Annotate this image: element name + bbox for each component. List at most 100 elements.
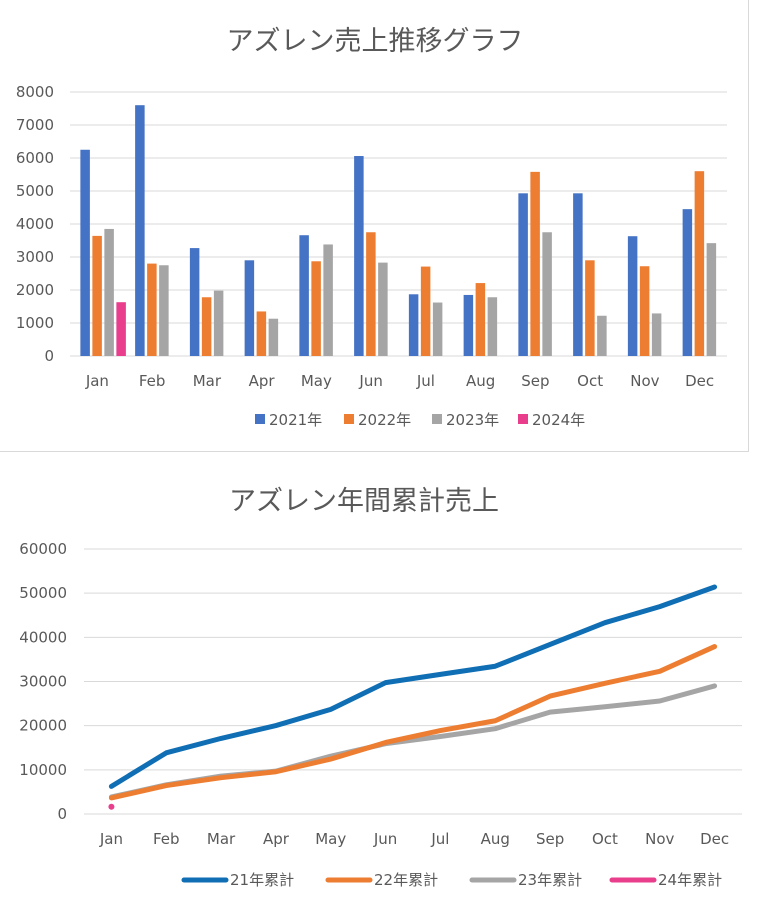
bar-2023年-Feb: [159, 265, 169, 356]
bar-2022年-Apr: [256, 311, 267, 356]
bar-2023年-Nov: [651, 313, 662, 356]
bar-2022年-Jun: [366, 232, 376, 356]
bar-2021年-Apr: [244, 260, 255, 356]
bar-2021年-Feb: [135, 105, 145, 356]
sales-trend-bar-chart: アズレン売上推移グラフ 0 1000 2000 3000 4000 5000 6000 700…: [16, 26, 727, 429]
y-tick-label: 30000: [19, 673, 67, 691]
legend-label: 24年累計: [658, 871, 722, 889]
bar-2021年-Jul: [408, 294, 419, 356]
y-tick-label: 10000: [19, 761, 67, 779]
x-tick-label: Apr: [263, 830, 290, 848]
bar-2023年-Mar: [213, 290, 224, 356]
x-tick-label: Feb: [153, 830, 180, 848]
x-tick-label: Sep: [536, 830, 564, 848]
x-tick-label: May: [301, 372, 332, 390]
y-tick-label: 7000: [16, 116, 54, 134]
x-tick-label: May: [315, 830, 346, 848]
x-tick-label: Jun: [358, 372, 382, 390]
x-tick-label: Nov: [645, 830, 674, 848]
y-tick-label: 3000: [16, 248, 54, 266]
x-tick-label: Dec: [685, 372, 714, 390]
bar-2022年-May: [311, 261, 321, 356]
chart-title: アズレン売上推移グラフ: [227, 26, 524, 57]
legend-label: 23年累計: [518, 871, 582, 889]
legend-label: 2023年: [446, 411, 499, 429]
legend-item: 21年累計: [181, 871, 294, 889]
bar-2021年-Jun: [354, 156, 364, 356]
x-tick-label: Jul: [416, 372, 435, 390]
legend-label: 2022年: [358, 411, 411, 429]
sales-trend-chart-panel: アズレン売上推移グラフ 0 1000 2000 3000 4000 5000 6000 700…: [0, 0, 749, 452]
bar-2022年-Dec: [694, 171, 705, 356]
bar-2023年-Apr: [268, 318, 279, 356]
legend-item: 2024年: [518, 411, 585, 429]
y-tick-label: 50000: [19, 584, 67, 602]
bar-2021年-Oct: [573, 193, 583, 356]
bar-2023年-Sep: [542, 232, 552, 356]
bar-2021年-Dec: [682, 209, 693, 356]
bar-2021年-Aug: [463, 294, 474, 356]
legend-item: 2023年: [432, 411, 499, 429]
bar-2023年-Jan: [104, 228, 114, 356]
legend-swatch: [344, 414, 354, 424]
cumulative-sales-chart-panel: アズレン年間累計売上 0 10000 20000 30000 40000 50000 600…: [0, 452, 765, 909]
x-tick-label: Sep: [521, 372, 549, 390]
series-line-22年累計: [108, 644, 718, 801]
y-tick-label: 40000: [19, 628, 67, 646]
bar-2023年-Aug: [487, 297, 498, 356]
y-tick-label: 20000: [19, 717, 67, 735]
legend-swatch: [518, 414, 528, 424]
chart-title: アズレン年間累計売上: [229, 486, 499, 517]
legend-swatch: [432, 414, 442, 424]
bar-2021年-Nov: [627, 236, 638, 356]
x-tick-label: Jan: [99, 830, 123, 848]
bar-2023年-Jul: [432, 302, 443, 356]
x-tick-label: Oct: [577, 372, 603, 390]
bar-2021年-Mar: [189, 248, 200, 356]
x-tick-label: Mar: [193, 372, 222, 390]
series-point-24年累計: [108, 803, 115, 810]
x-tick-label: Mar: [207, 830, 236, 848]
y-tick-label: 4000: [16, 215, 54, 233]
bar-2023年-Oct: [597, 315, 607, 356]
x-tick-label: Nov: [630, 372, 659, 390]
legend-item: 2022年: [344, 411, 411, 429]
legend-label: 22年累計: [374, 871, 438, 889]
bar-2023年-Dec: [706, 243, 717, 356]
y-tick-label: 0: [44, 347, 54, 365]
bar-2022年-Nov: [639, 266, 650, 356]
legend-label: 2021年: [269, 411, 322, 429]
legend-swatch: [255, 414, 265, 424]
y-tick-label: 8000: [16, 83, 54, 101]
bar-2022年-Mar: [201, 297, 212, 356]
series-line-21年累計: [108, 584, 718, 789]
y-tick-label: 5000: [16, 182, 54, 200]
y-tick-label: 1000: [16, 314, 54, 332]
bar-2022年-Aug: [475, 283, 486, 356]
x-tick-label: Jun: [373, 830, 397, 848]
y-tick-label: 6000: [16, 149, 54, 167]
x-tick-label: Jul: [430, 830, 449, 848]
bar-2023年-Jun: [378, 262, 388, 356]
legend-item: 22年累計: [325, 871, 438, 889]
bar-2022年-Feb: [147, 263, 157, 356]
legend-label: 2024年: [532, 411, 585, 429]
y-tick-label: 60000: [19, 540, 67, 558]
x-tick-label: Apr: [249, 372, 276, 390]
bar-2021年-Jan: [80, 149, 90, 356]
cumulative-sales-line-chart: アズレン年間累計売上 0 10000 20000 30000 40000 50000 600…: [19, 486, 742, 889]
x-tick-label: Aug: [466, 372, 495, 390]
bar-2021年-May: [299, 235, 309, 356]
bar-2022年-Jan: [92, 235, 102, 356]
x-tick-label: Dec: [700, 830, 729, 848]
legend-item: 24年累計: [609, 871, 722, 889]
bar-2022年-Oct: [585, 260, 595, 356]
bar-2022年-Jul: [420, 266, 431, 356]
y-tick-label: 0: [57, 805, 67, 823]
x-tick-label: Jan: [85, 372, 109, 390]
x-tick-label: Oct: [592, 830, 618, 848]
bar-2024年-Jan: [116, 302, 126, 356]
bar-2023年-May: [323, 244, 333, 356]
y-tick-label: 2000: [16, 281, 54, 299]
legend-item: 2021年: [255, 411, 322, 429]
